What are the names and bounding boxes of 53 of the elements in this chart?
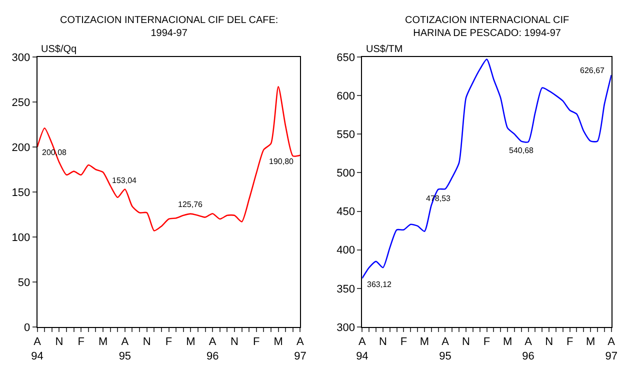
x-tick-label: F (78, 336, 85, 348)
x-tick-label: A 94 (356, 336, 368, 362)
y-tick-label: 300 (12, 52, 30, 64)
x-tick-label: A 96 (206, 336, 219, 362)
y-tick-label: 50 (18, 276, 30, 289)
x-tick-label: M (186, 336, 196, 348)
x-tick-label: N (230, 336, 239, 348)
y-tick-label: 650 (336, 52, 355, 64)
x-tick-label: N (55, 336, 64, 348)
x-tick-label: A 94 (31, 336, 44, 362)
x-tick-label: M (502, 336, 512, 348)
x-tick-label: F (483, 336, 490, 348)
x-tick-label: N (545, 336, 554, 348)
chart-title: COTIZACION INTERNACIONAL CIF DEL CAFE: 1994-97 (60, 15, 278, 39)
y-tick-label: 100 (12, 232, 30, 244)
x-tick-label: F (566, 336, 574, 348)
x-tick-label: A 95 (118, 336, 132, 362)
x-tick-label: A 97 (294, 336, 306, 362)
x-tick-label: A 96 (522, 336, 534, 362)
y-tick-label: 550 (336, 128, 355, 141)
x-tick-label: F (165, 336, 172, 348)
y-tick-label: 500 (336, 168, 355, 180)
annotation: 626,67 (580, 66, 606, 75)
y-tick-label: 200 (12, 142, 30, 154)
x-tick-label: N (462, 336, 470, 348)
annotation: 153,04 (112, 176, 138, 185)
y-tick-label: 300 (336, 322, 355, 334)
annotation: 190,80 (269, 157, 294, 166)
x-tick-label: A 97 (605, 336, 618, 362)
y-tick-label: 600 (336, 90, 355, 102)
x-tick-label: M (274, 336, 283, 348)
x-tick-label: N (142, 336, 151, 348)
annotation: 363,12 (367, 280, 392, 289)
x-tick-label: N (378, 336, 387, 348)
line-series (362, 58, 612, 279)
x-tick-label: F (253, 336, 260, 348)
y-axis-title: US$/TM (366, 44, 403, 55)
annotation: 540,68 (509, 146, 534, 155)
x-tick-label: M (98, 336, 108, 348)
x-tick-label: F (400, 336, 408, 348)
y-tick-label: 0 (24, 322, 30, 334)
y-tick-label: 150 (12, 186, 30, 199)
annotation: 125,76 (178, 200, 204, 209)
line-series (37, 86, 300, 232)
y-tick-label: 450 (336, 206, 355, 218)
y-tick-label: 350 (336, 283, 355, 296)
y-axis-title: US$/Qq (41, 44, 77, 55)
chart-title: COTIZACION INTERNACIONAL CIF HARINA DE PESCADO: 1994-97 (405, 15, 570, 39)
x-tick-label: A 95 (439, 336, 452, 362)
y-tick-label: 400 (336, 244, 355, 257)
x-tick-label: M (586, 336, 596, 348)
x-tick-label: M (420, 336, 430, 348)
y-tick-label: 250 (12, 96, 30, 109)
